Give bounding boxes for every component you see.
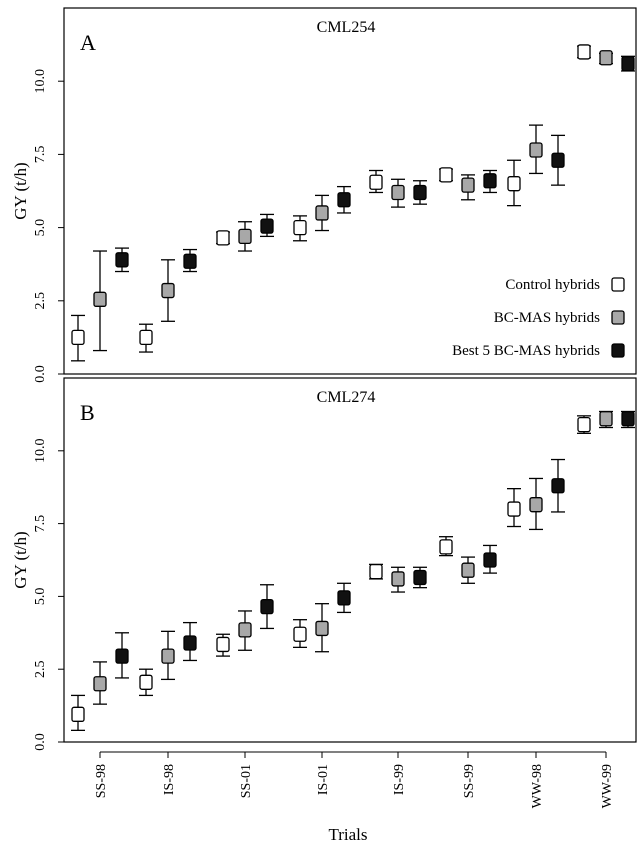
y-tick-label: 5.0 bbox=[33, 588, 48, 606]
data-point bbox=[551, 152, 565, 168]
data-point bbox=[461, 562, 475, 578]
y-tick-label: 5.0 bbox=[33, 219, 48, 237]
x-tick-label: IS-01 bbox=[316, 764, 331, 795]
data-point bbox=[93, 676, 107, 692]
data-point bbox=[369, 563, 383, 580]
x-axis: SS-98 IS-98 SS-01 IS-01 IS-99 SS-99 WW-98 WW-99 bbox=[94, 751, 615, 808]
data-point bbox=[507, 176, 521, 192]
legend-label: Best 5 BC-MAS hybrids bbox=[452, 343, 600, 359]
y-tick-label: 7.5 bbox=[33, 515, 48, 533]
x-tick-label: WW-99 bbox=[600, 764, 615, 808]
data-point bbox=[183, 635, 197, 651]
y-tick-label: 10.0 bbox=[33, 69, 48, 94]
panel-a: 0.0 2.5 5.0 7.5 10.0 GY (t/h) A CML254 Control h… bbox=[11, 7, 637, 383]
data-point bbox=[238, 622, 252, 638]
data-point bbox=[461, 177, 475, 193]
legend: Control hybrids BC-MAS hybrids Best 5 BC-M… bbox=[452, 277, 625, 359]
x-tick-label: WW-98 bbox=[530, 764, 545, 808]
data-point bbox=[507, 501, 521, 517]
data-point bbox=[391, 184, 405, 201]
data-point bbox=[183, 253, 197, 269]
x-tick-label: IS-99 bbox=[392, 764, 407, 795]
data-point bbox=[139, 329, 153, 346]
data-point bbox=[315, 620, 329, 637]
data-point bbox=[483, 173, 497, 189]
y-tick-label: 10.0 bbox=[33, 439, 48, 464]
x-tick-label: IS-98 bbox=[162, 764, 177, 795]
data-point bbox=[115, 648, 129, 664]
data-point bbox=[599, 50, 613, 66]
data-point bbox=[391, 571, 405, 587]
panel-letter: B bbox=[80, 400, 95, 425]
data-point bbox=[139, 674, 153, 690]
data-point bbox=[293, 626, 307, 642]
data-point bbox=[621, 411, 635, 427]
data-point bbox=[369, 174, 383, 190]
data-point bbox=[260, 598, 274, 615]
data-point bbox=[599, 411, 613, 427]
data-point bbox=[337, 192, 351, 208]
data-point bbox=[161, 648, 175, 664]
panel-title: CML254 bbox=[317, 19, 376, 36]
x-tick-label: SS-99 bbox=[462, 764, 477, 798]
legend-swatch bbox=[611, 310, 625, 325]
x-axis-label: Trials bbox=[328, 825, 367, 844]
legend-label: BC-MAS hybrids bbox=[494, 310, 600, 326]
data-point bbox=[315, 205, 329, 221]
panel-title: CML274 bbox=[317, 389, 376, 406]
data-point bbox=[260, 218, 274, 234]
legend-swatch bbox=[611, 277, 625, 292]
y-tick-label: 7.5 bbox=[33, 146, 48, 164]
plot-frame bbox=[63, 7, 637, 375]
y-tick-label: 0.0 bbox=[33, 733, 48, 751]
y-axis-label: GY (t/h) bbox=[11, 162, 30, 219]
data-point bbox=[413, 569, 427, 586]
data-point bbox=[621, 55, 635, 72]
data-point bbox=[216, 230, 230, 246]
data-point bbox=[216, 636, 230, 653]
legend-label: Control hybrids bbox=[505, 277, 600, 293]
data-point bbox=[529, 497, 543, 513]
data-point bbox=[551, 478, 565, 494]
y-axis-label: GY (t/h) bbox=[11, 531, 30, 588]
y-tick-label: 2.5 bbox=[33, 292, 48, 310]
data-point bbox=[577, 416, 591, 433]
data-point bbox=[115, 252, 129, 268]
data-point bbox=[238, 228, 252, 245]
data-point bbox=[337, 590, 351, 606]
data-point bbox=[161, 282, 175, 299]
data-point bbox=[483, 552, 497, 568]
y-tick-label: 0.0 bbox=[33, 365, 48, 383]
panel-letter: A bbox=[80, 30, 96, 55]
data-point bbox=[577, 44, 591, 60]
legend-swatch bbox=[611, 343, 625, 358]
data-point bbox=[413, 184, 427, 201]
data-point bbox=[93, 291, 107, 307]
data-point bbox=[71, 706, 85, 722]
x-tick-label: SS-98 bbox=[94, 764, 109, 798]
data-point bbox=[71, 329, 85, 346]
panel-b: 0.0 2.5 5.0 7.5 10.0 GY (t/h) B CML274 bbox=[11, 377, 637, 751]
data-point bbox=[439, 539, 453, 555]
x-tick-label: SS-01 bbox=[239, 764, 254, 798]
data-point bbox=[439, 167, 453, 183]
plot-frame bbox=[63, 377, 637, 743]
data-point bbox=[529, 142, 543, 158]
y-tick-label: 2.5 bbox=[33, 660, 48, 678]
data-point bbox=[293, 219, 307, 236]
